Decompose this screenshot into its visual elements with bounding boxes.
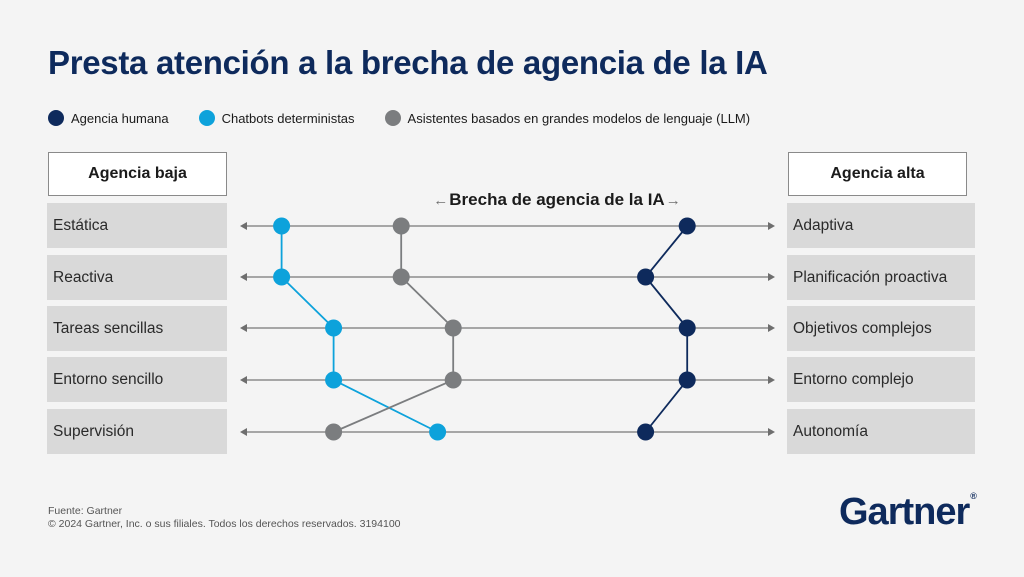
series-2-point-1 <box>392 217 410 235</box>
row-arrow-right-icon <box>768 376 775 384</box>
row-arrow-left-icon <box>240 376 247 384</box>
arrow-left-icon: ← <box>433 191 449 209</box>
series-1-point-2 <box>273 268 291 286</box>
gartner-logo: Gartner® <box>839 491 977 534</box>
footer-source: Fuente: Gartner <box>48 505 123 517</box>
category-low-simple-tasks: Tareas sencillas <box>47 306 227 351</box>
row-arrow-right-icon <box>768 428 775 436</box>
row-arrow-left-icon <box>240 273 247 281</box>
series-1-point-5 <box>429 423 447 441</box>
category-high-adaptive: Adaptiva <box>787 203 975 248</box>
series-1-point-4 <box>325 371 343 389</box>
series-1-point-1 <box>273 217 291 235</box>
legend-item-human: Agencia humana <box>48 110 169 126</box>
series-2-point-3 <box>444 319 462 337</box>
series-2-point-5 <box>325 423 343 441</box>
category-low-supervision: Supervisión <box>47 409 227 454</box>
legend-label-llm: Asistentes basados en grandes modelos de… <box>407 110 751 126</box>
category-high-complex-env: Entorno complejo <box>787 357 975 402</box>
row-arrow-left-icon <box>240 324 247 332</box>
legend-label-chatbots: Chatbots deterministas <box>221 110 355 126</box>
category-low-static: Estática <box>47 203 227 248</box>
series-line-1 <box>280 226 439 433</box>
series-1-point-3 <box>325 319 343 337</box>
series-3-point-3 <box>678 319 696 337</box>
series-line-2 <box>333 226 455 433</box>
legend-dot-llm <box>384 110 401 126</box>
row-arrow-left-icon <box>240 428 247 436</box>
footer: Fuente: Gartner © 2024 Gartner, Inc. o s… <box>48 505 401 531</box>
logo-text: Gartner <box>839 491 970 533</box>
row-arrow-right-icon <box>768 222 775 230</box>
series-3-point-5 <box>637 423 655 441</box>
legend-dot-chatbots <box>198 110 215 126</box>
agency-gap-text: Brecha de agencia de la IA <box>449 190 665 209</box>
category-high-complex-goals: Objetivos complejos <box>787 306 975 351</box>
legend-dot-human <box>48 110 64 126</box>
row-arrow-right-icon <box>768 324 775 332</box>
category-high-autonomy: Autonomía <box>787 409 975 454</box>
arrow-right-icon: → <box>665 191 681 209</box>
series-2-point-4 <box>444 371 462 389</box>
header-low-agency: Agencia baja <box>48 152 227 196</box>
category-high-proactive-planning: Planificación proactiva <box>787 255 975 300</box>
series-3-point-4 <box>678 371 696 389</box>
row-arrow-right-icon <box>768 273 775 281</box>
row-arrow-left-icon <box>240 222 247 230</box>
header-high-agency: Agencia alta <box>788 152 967 196</box>
agency-gap-label: ← Brecha de agencia de la IA → <box>424 189 690 211</box>
series-3-point-1 <box>678 217 696 235</box>
footer-copyright: © 2024 Gartner, Inc. o sus filiales. Tod… <box>48 518 401 530</box>
series-3-point-2 <box>637 268 655 286</box>
logo-registered-mark: ® <box>970 491 977 501</box>
series-2-point-2 <box>392 268 410 286</box>
legend-item-chatbots: Chatbots deterministas <box>198 110 355 126</box>
category-low-reactive: Reactiva <box>47 255 227 300</box>
legend-item-llm: Asistentes basados en grandes modelos de… <box>384 110 751 126</box>
page-title: Presta atención a la brecha de agencia d… <box>48 44 768 81</box>
legend-label-human: Agencia humana <box>71 110 169 126</box>
category-low-simple-env: Entorno sencillo <box>47 357 227 402</box>
legend: Agencia humana Chatbots deterministas As… <box>48 108 780 128</box>
